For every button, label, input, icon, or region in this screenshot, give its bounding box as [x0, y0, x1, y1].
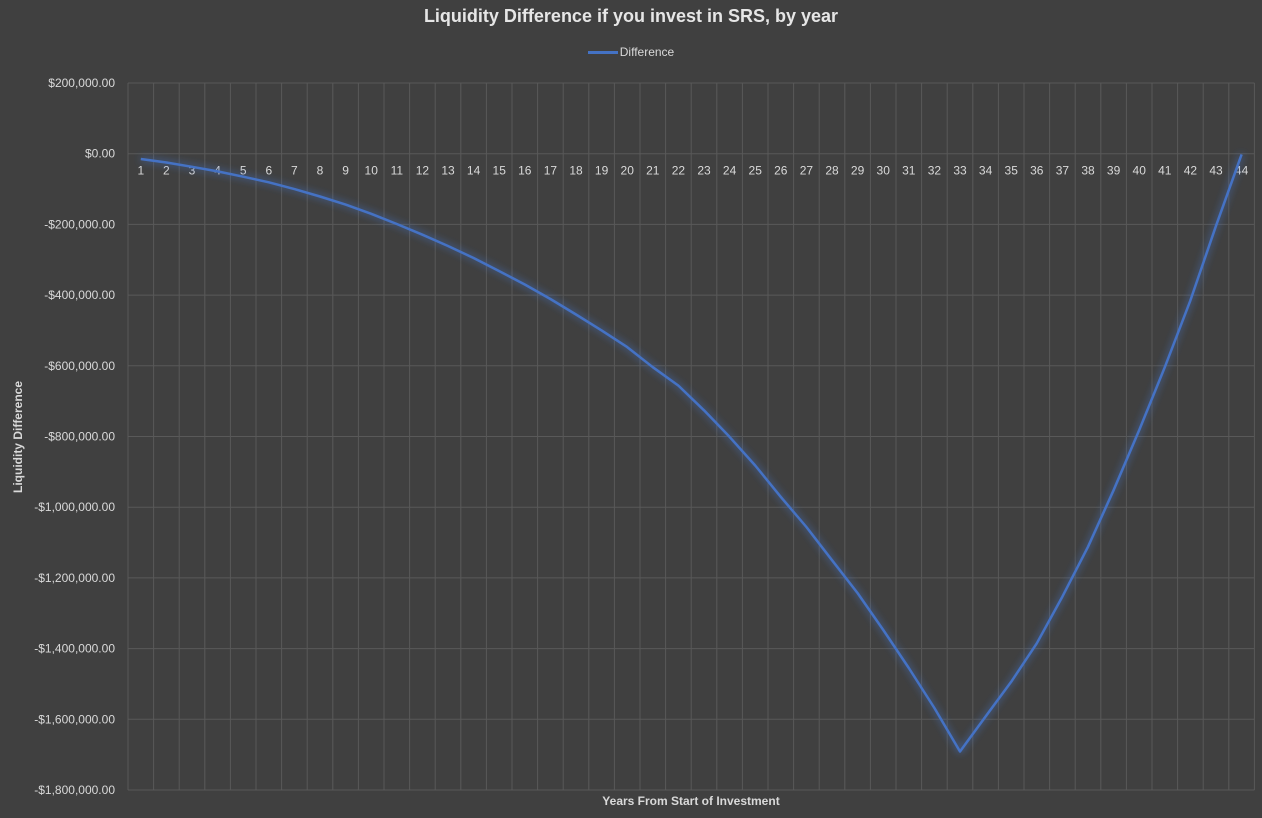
y-tick-label: $200,000.00 — [48, 76, 115, 90]
x-tick-label: 30 — [877, 164, 891, 178]
x-tick-label: 35 — [1005, 164, 1019, 178]
x-tick-label: 31 — [902, 164, 916, 178]
x-tick-label: 43 — [1209, 164, 1223, 178]
x-tick-label: 41 — [1158, 164, 1172, 178]
x-tick-label: 5 — [240, 164, 247, 178]
y-tick-label: -$1,800,000.00 — [34, 783, 115, 797]
x-tick-label: 27 — [800, 164, 814, 178]
x-tick-label: 7 — [291, 164, 298, 178]
x-tick-label: 28 — [825, 164, 839, 178]
x-tick-label: 37 — [1056, 164, 1070, 178]
x-tick-label: 17 — [544, 164, 558, 178]
x-tick-label: 34 — [979, 164, 993, 178]
x-tick-label: 21 — [646, 164, 660, 178]
x-tick-label: 29 — [851, 164, 865, 178]
y-tick-label: -$400,000.00 — [44, 288, 115, 302]
x-tick-label: 10 — [365, 164, 379, 178]
x-tick-label: 44 — [1235, 164, 1249, 178]
x-tick-label: 9 — [342, 164, 349, 178]
y-tick-label: -$1,600,000.00 — [34, 712, 115, 726]
x-tick-label: 13 — [441, 164, 455, 178]
legend-label-difference: Difference — [619, 45, 675, 59]
x-tick-label: 11 — [391, 164, 404, 178]
x-tick-label: 36 — [1030, 164, 1044, 178]
series-line-difference — [140, 153, 1243, 753]
y-tick-label: -$1,000,000.00 — [34, 500, 115, 514]
x-tick-label: 16 — [518, 164, 532, 178]
x-tick-label: 15 — [493, 164, 507, 178]
y-tick-label: -$1,200,000.00 — [34, 571, 115, 585]
x-tick-label: 33 — [953, 164, 967, 178]
x-tick-label: 3 — [189, 164, 196, 178]
y-tick-label: -$1,400,000.00 — [34, 642, 115, 656]
x-tick-label: 24 — [723, 164, 737, 178]
y-tick-label: -$800,000.00 — [44, 430, 115, 444]
x-tick-label: 40 — [1133, 164, 1147, 178]
x-axis-title: Years From Start of Investment — [602, 794, 780, 808]
x-tick-label: 42 — [1184, 164, 1198, 178]
x-tick-label: 8 — [317, 164, 324, 178]
x-tick-label: 20 — [621, 164, 635, 178]
x-tick-label: 6 — [265, 164, 272, 178]
x-tick-label: 38 — [1081, 164, 1095, 178]
x-tick-label: 25 — [749, 164, 763, 178]
x-tick-label: 12 — [416, 164, 430, 178]
x-tick-label: 23 — [697, 164, 711, 178]
x-tick-label: 19 — [595, 164, 609, 178]
x-tick-label: 18 — [569, 164, 583, 178]
x-tick-label: 22 — [672, 164, 686, 178]
x-tick-label: 14 — [467, 164, 481, 178]
y-tick-label: -$200,000.00 — [44, 217, 115, 231]
y-tick-label: $0.00 — [85, 147, 115, 161]
legend-swatch-difference — [587, 50, 618, 54]
x-tick-label: 1 — [137, 164, 144, 178]
x-tick-label: 32 — [928, 164, 942, 178]
legend: Difference — [0, 45, 1262, 59]
x-tick-label: 2 — [163, 164, 170, 178]
y-tick-label: -$600,000.00 — [44, 359, 115, 373]
x-tick-label: 39 — [1107, 164, 1121, 178]
x-tick-label: 26 — [774, 164, 788, 178]
chart-title: Liquidity Difference if you invest in SR… — [423, 6, 839, 26]
